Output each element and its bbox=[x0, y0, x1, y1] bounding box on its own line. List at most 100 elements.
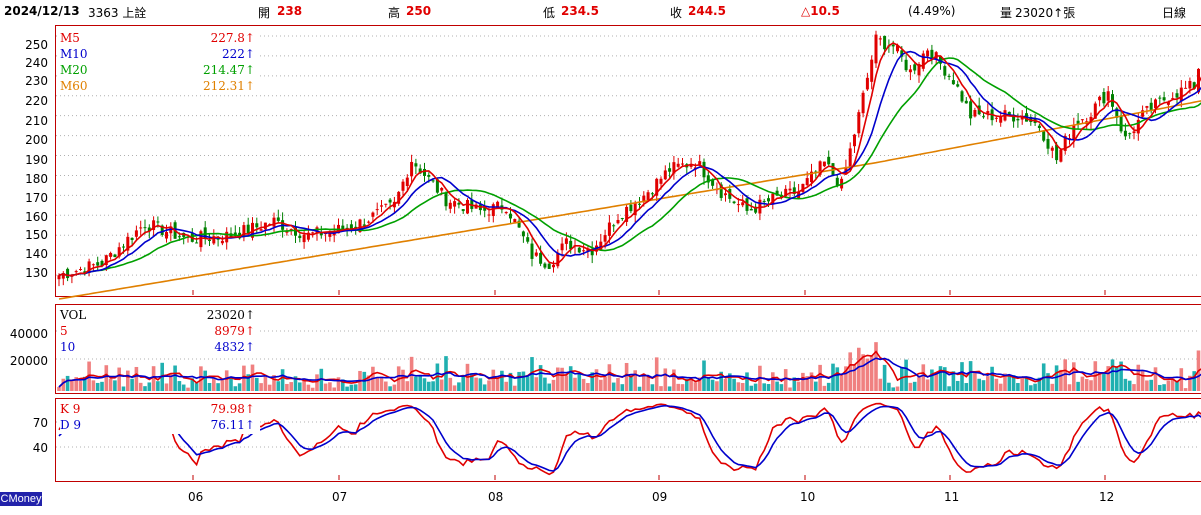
candle-body bbox=[513, 219, 517, 223]
volume-bar bbox=[680, 384, 685, 391]
volume-bar bbox=[1132, 384, 1136, 391]
volume-bar bbox=[1158, 384, 1162, 391]
volume-bar bbox=[315, 374, 319, 391]
candle-body bbox=[560, 243, 564, 251]
candle-body bbox=[681, 163, 684, 165]
candle-body bbox=[930, 49, 934, 60]
volume-bar bbox=[775, 381, 779, 391]
close-label: 收 bbox=[670, 6, 683, 20]
candle-body bbox=[857, 112, 861, 134]
open-value: 238 bbox=[277, 4, 303, 18]
volume-bar bbox=[642, 373, 646, 391]
volume-bar bbox=[857, 347, 861, 391]
volume-bar bbox=[538, 365, 543, 391]
volume-bar bbox=[207, 383, 212, 391]
volume-bar bbox=[1110, 359, 1115, 391]
volume-bar bbox=[1175, 381, 1179, 391]
candle-body bbox=[453, 201, 457, 207]
candle-body bbox=[655, 178, 659, 196]
candle-body bbox=[195, 242, 199, 244]
volume-bar bbox=[1076, 381, 1080, 391]
volume-bar bbox=[994, 378, 999, 391]
candle-body bbox=[1020, 115, 1024, 120]
volume-bar bbox=[822, 385, 827, 391]
volume-bar bbox=[143, 386, 147, 391]
volume-bar bbox=[194, 383, 199, 391]
volume-bar bbox=[882, 364, 887, 391]
candle-body bbox=[122, 246, 125, 248]
candle-body bbox=[956, 84, 960, 87]
candle-body bbox=[771, 193, 775, 205]
volume-bar bbox=[921, 364, 926, 391]
candle-body bbox=[921, 53, 925, 69]
volume-bar bbox=[289, 382, 293, 391]
volume-bar bbox=[581, 378, 586, 391]
candle-body bbox=[113, 254, 117, 258]
price-tick: 130 bbox=[25, 266, 48, 280]
candle-body bbox=[319, 232, 323, 236]
candle-body bbox=[156, 221, 160, 223]
candle-body bbox=[96, 262, 100, 266]
date-label: 2024/12/13 bbox=[4, 4, 80, 18]
candle-body bbox=[784, 188, 788, 197]
candle-body bbox=[66, 268, 70, 279]
volume-bar bbox=[672, 369, 676, 391]
volume-bar bbox=[229, 376, 233, 391]
volume-bar bbox=[250, 364, 255, 391]
candle-body bbox=[629, 204, 633, 212]
volume-bar bbox=[104, 365, 109, 391]
volume-bar bbox=[409, 356, 414, 391]
price-tick: 190 bbox=[25, 153, 48, 167]
volume-bar bbox=[637, 386, 642, 391]
volume-bar bbox=[710, 379, 715, 391]
candle-body bbox=[659, 178, 663, 184]
volume-bar bbox=[65, 375, 70, 391]
candle-body bbox=[483, 205, 487, 211]
candle-body bbox=[913, 64, 917, 71]
volume-bar bbox=[78, 380, 83, 391]
volume-bar bbox=[835, 367, 840, 391]
d9-line bbox=[58, 404, 1201, 472]
volume-bar bbox=[1149, 379, 1153, 391]
candle-body bbox=[999, 116, 1003, 123]
volume-bar bbox=[95, 382, 100, 391]
candle-body bbox=[982, 116, 985, 118]
candle-body bbox=[298, 235, 302, 239]
candle-body bbox=[1102, 91, 1106, 104]
volume-bar bbox=[753, 383, 758, 391]
volume-bar bbox=[332, 387, 336, 391]
open-label: 開 bbox=[258, 6, 271, 20]
volume-bar bbox=[990, 366, 994, 391]
candle-body bbox=[349, 224, 353, 231]
volume-bar bbox=[667, 386, 672, 391]
volume-bar bbox=[1033, 383, 1037, 391]
volume-bar bbox=[620, 384, 625, 391]
candle-body bbox=[104, 255, 108, 266]
candle-body bbox=[276, 217, 280, 221]
volume-bar bbox=[818, 364, 822, 391]
candle-body bbox=[100, 260, 104, 267]
candle-body bbox=[1188, 80, 1192, 89]
candle-body bbox=[1166, 101, 1170, 105]
volume-bar bbox=[869, 355, 874, 391]
volume-bar bbox=[1140, 369, 1145, 391]
kd-tick: 70 bbox=[32, 416, 48, 430]
candle-body bbox=[1012, 114, 1016, 122]
volume-bar bbox=[874, 342, 878, 391]
volume-bar bbox=[543, 377, 547, 391]
volume-bar bbox=[650, 384, 655, 391]
candle-body bbox=[1042, 131, 1046, 141]
volume-bar bbox=[203, 370, 207, 391]
low-label: 低 bbox=[543, 6, 556, 20]
volume-bar bbox=[246, 374, 250, 391]
volume-bar bbox=[487, 380, 491, 391]
volume-bar bbox=[121, 386, 126, 391]
candle-body bbox=[719, 184, 723, 198]
volume-bar bbox=[938, 366, 943, 391]
candle-body bbox=[702, 161, 706, 178]
candle-body bbox=[306, 232, 310, 240]
volume-bar bbox=[861, 354, 865, 391]
volume-bar bbox=[452, 385, 457, 391]
price-tick: 170 bbox=[25, 191, 48, 205]
volume-bar bbox=[685, 378, 689, 391]
